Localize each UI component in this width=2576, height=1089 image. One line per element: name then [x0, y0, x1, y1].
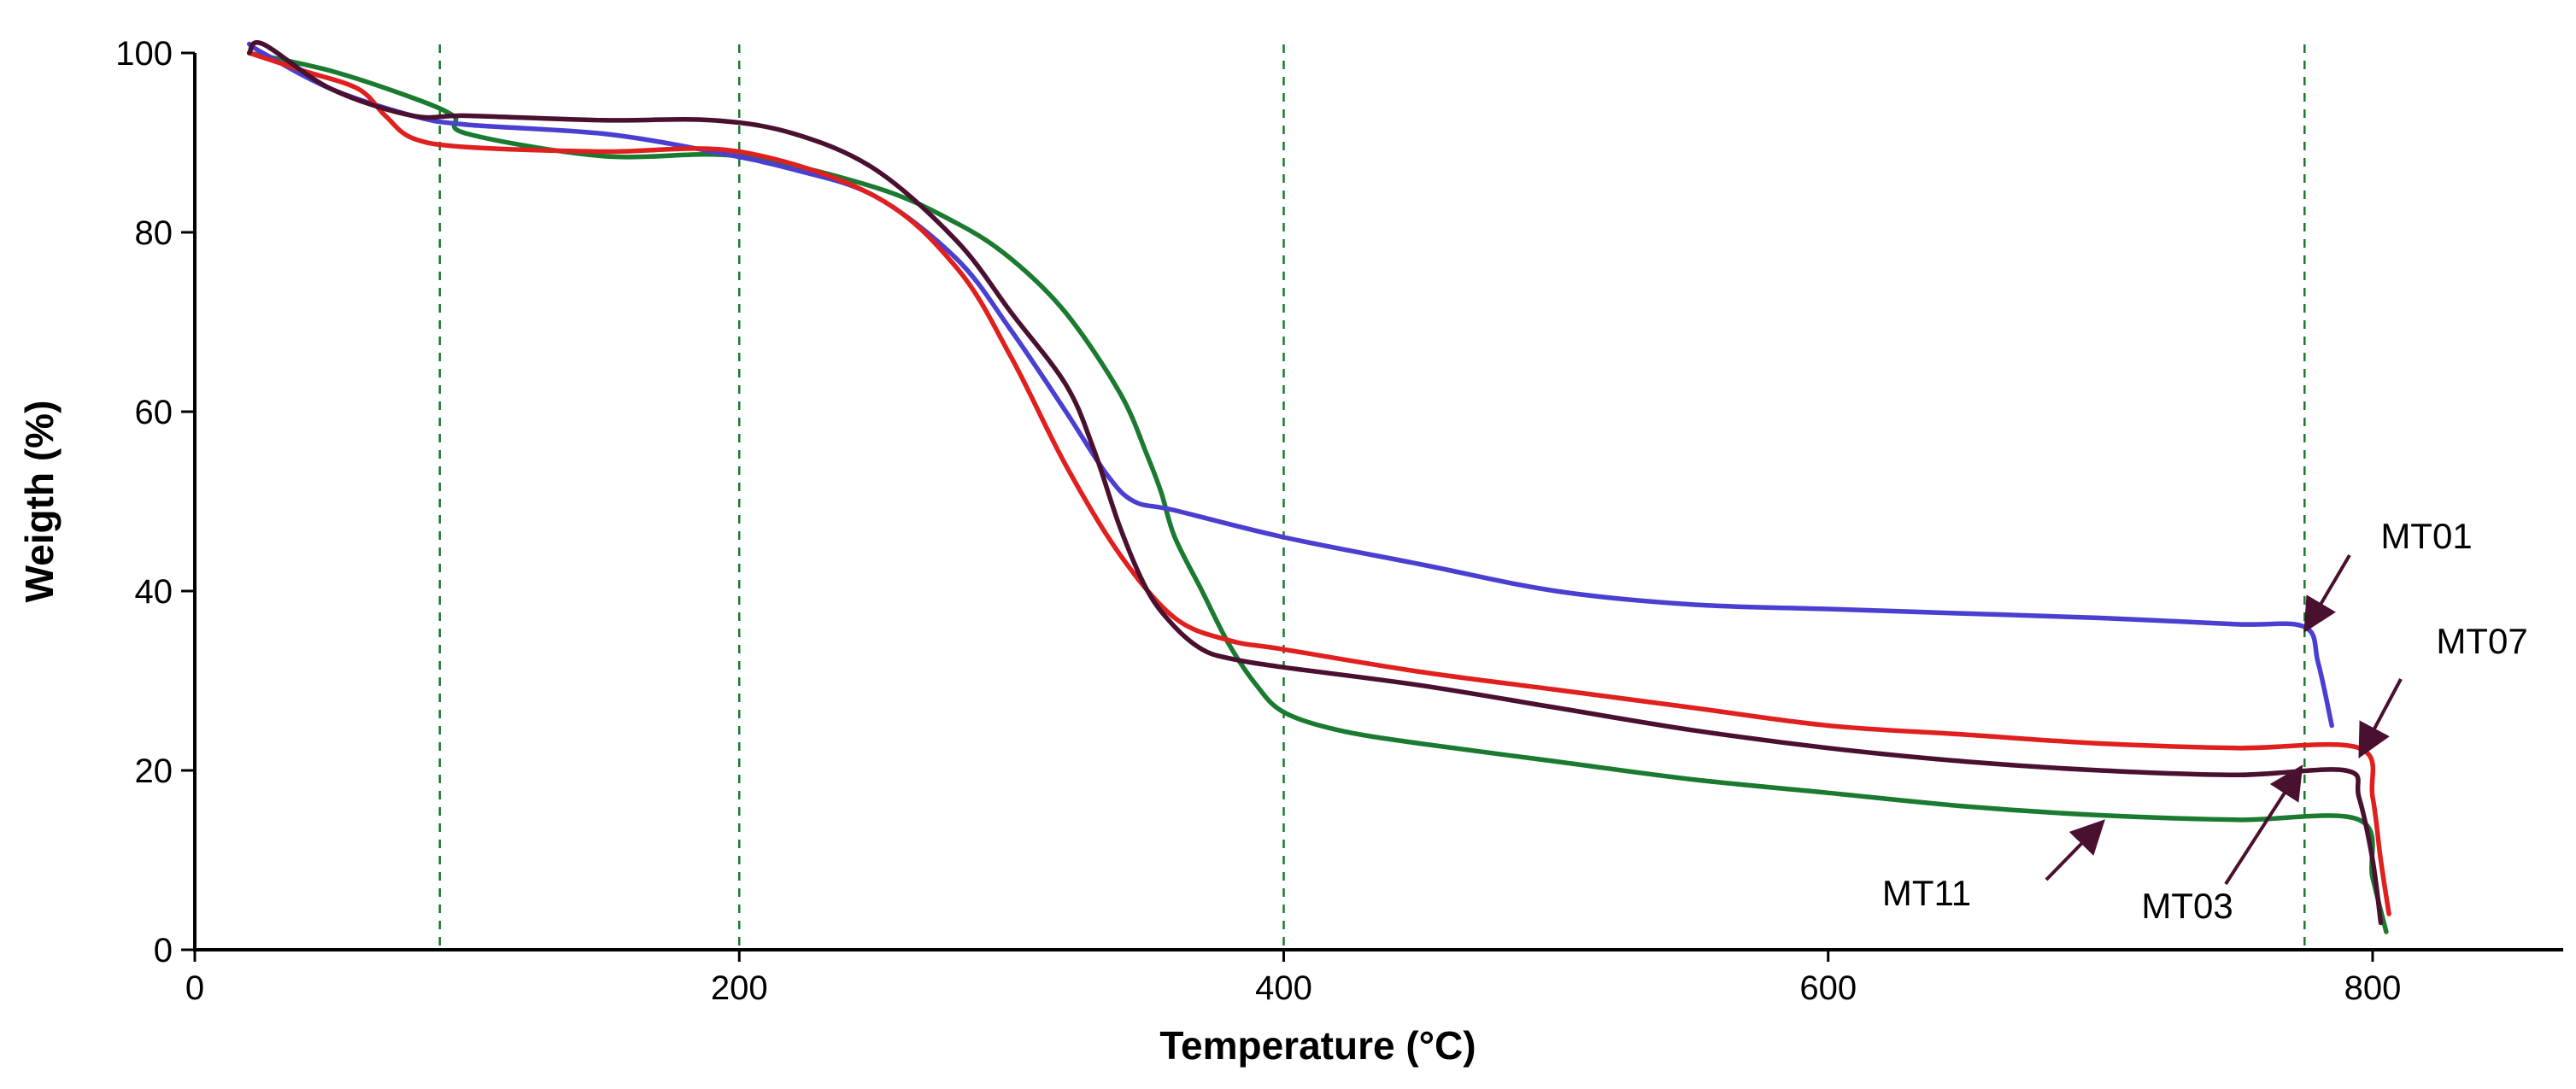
x-tick-label: 600: [1799, 969, 1857, 1007]
y-tick-label: 100: [115, 35, 173, 73]
axis-ticks: 0 200 400 600 800 0 20 40 60 80 100: [115, 35, 2401, 1007]
series-line-mt03: [246, 40, 2384, 926]
annotation-arrow-mt07: [2358, 678, 2403, 759]
series-label-mt11: MT11: [1882, 873, 1971, 913]
y-tick-label: 40: [135, 573, 173, 611]
series-label-mt03: MT03: [2141, 886, 2233, 926]
series-label-mt01: MT01: [2380, 516, 2472, 556]
annotation-arrow-mt01: [2303, 553, 2351, 633]
y-tick-label: 20: [135, 752, 173, 790]
axes: [193, 53, 2563, 951]
series-line-mt11: [246, 50, 2389, 934]
x-tick-label: 800: [2344, 969, 2402, 1007]
y-tick-label: 60: [135, 394, 173, 431]
series-line-mt07: [246, 50, 2391, 916]
y-tick-label: 80: [135, 214, 173, 252]
x-tick-label: 0: [185, 969, 204, 1007]
series-label-mt07: MT07: [2436, 621, 2527, 661]
series-annotations: MT01 MT07 MT03 MT11: [1882, 516, 2528, 926]
y-axis-title: Weigth (%): [17, 401, 62, 603]
annotation-arrow-mt03: [2224, 764, 2303, 886]
x-tick-label: 200: [711, 969, 768, 1007]
x-axis-title: Temperature (°C): [1159, 1023, 1476, 1068]
series-lines: [246, 40, 2391, 934]
annotation-arrow-mt11: [2045, 819, 2105, 881]
series-line-mt01: [246, 41, 2334, 729]
reference-lines: [438, 44, 2306, 950]
x-tick-label: 400: [1255, 969, 1312, 1007]
y-tick-label: 0: [154, 932, 173, 969]
